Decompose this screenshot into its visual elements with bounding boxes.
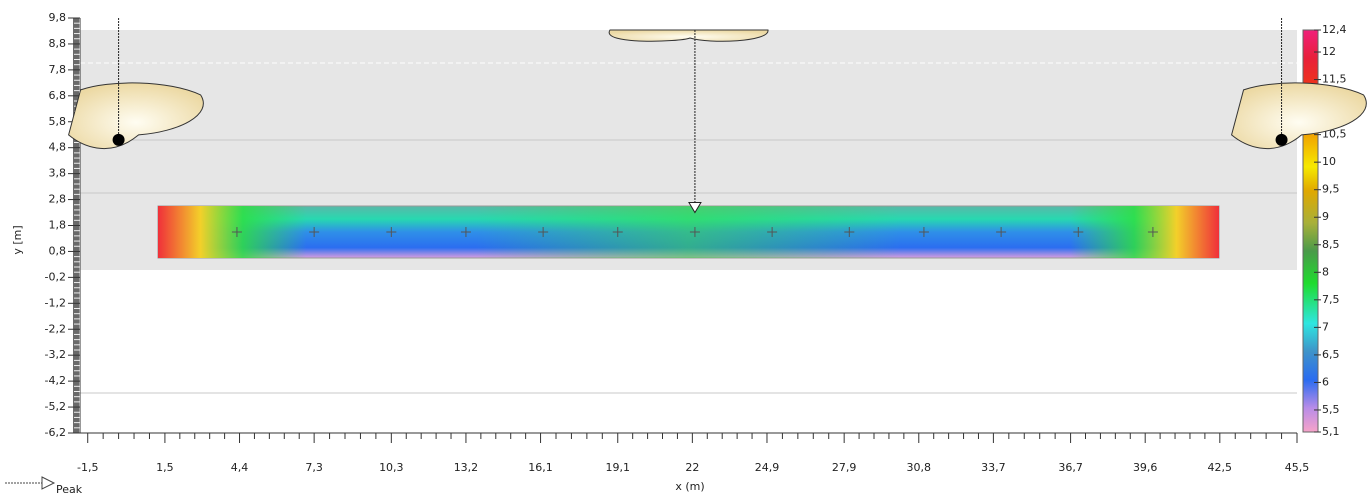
x-tick-label: 27,9 [832, 461, 857, 474]
x-tick-label: 45,5 [1285, 461, 1310, 474]
colorbar-tick-label: 5,1 [1322, 425, 1340, 438]
colorbar-tick-label: 6,5 [1322, 348, 1340, 361]
y-tick-label: 1,8 [49, 219, 67, 232]
y-tick-label: 4,8 [49, 141, 67, 154]
y-tick-label: -1,2 [45, 296, 66, 309]
x-tick-label: 24,9 [755, 461, 780, 474]
y-tick-label: 0,8 [49, 244, 67, 257]
receiver-point [1147, 226, 1158, 237]
receiver-point [1073, 226, 1084, 237]
source [1275, 133, 1288, 146]
y-tick-label: -6,2 [45, 426, 66, 439]
x-tick-label: 39,6 [1133, 461, 1158, 474]
colorbar-tick-label: 11,5 [1322, 73, 1347, 86]
colorbar-tick-label: 5,5 [1322, 403, 1340, 416]
x-tick-label: 42,5 [1208, 461, 1233, 474]
colorbar-tick-label: 8 [1322, 265, 1329, 278]
x-tick-label: 30,8 [907, 461, 932, 474]
source-cloud [1230, 82, 1367, 150]
y-tick-label: -0,2 [45, 270, 66, 283]
receiver-point [309, 226, 320, 237]
y-tick-label: 9,8 [49, 11, 67, 24]
y-tick-label: 8,8 [49, 37, 67, 50]
y-tick-label: -4,2 [45, 374, 66, 387]
field [157, 205, 1220, 259]
y-tick-label: 6,8 [49, 89, 67, 102]
colorbar-tick-label: 7 [1322, 320, 1329, 333]
colorbar-tick-label: 9 [1322, 210, 1329, 223]
x-tick-label: 22 [685, 461, 699, 474]
x-tick-label: 36,7 [1058, 461, 1083, 474]
receiver-point [689, 226, 700, 237]
y-axis-label: y [m] [11, 225, 24, 254]
source-cloud [68, 82, 204, 150]
receiver-point [918, 226, 929, 237]
colorbar-tick-label: 12,4 [1322, 23, 1347, 36]
x-tick-label: 33,7 [981, 461, 1006, 474]
x-tick-label: 7,3 [305, 461, 323, 474]
receiver-point [231, 226, 242, 237]
x-tick-label: 4,4 [231, 461, 249, 474]
x-tick-label: 19,1 [605, 461, 630, 474]
colorbar-tick-label: 12 [1322, 45, 1336, 58]
colorbar-tick-label: 9,5 [1322, 183, 1340, 196]
peak-marker [688, 202, 702, 214]
y-tick-label: -5,2 [45, 400, 66, 413]
receiver-point [386, 226, 397, 237]
x-tick-label: 1,5 [156, 461, 174, 474]
y-tick-label: 3,8 [49, 167, 67, 180]
receiver-point [538, 226, 549, 237]
x-tick-label: -1,5 [77, 461, 98, 474]
cloud [608, 29, 769, 42]
x-axis-label: x (m) [675, 480, 704, 493]
legend: Peak [5, 476, 83, 496]
y-tick-label: 7,8 [49, 63, 67, 76]
x-tick-label: 16,1 [528, 461, 553, 474]
y-tick-label: -3,2 [45, 348, 66, 361]
y-tick-label: 5,8 [49, 115, 67, 128]
y-tick-label: -2,2 [45, 322, 66, 335]
legend-label: Peak [56, 483, 83, 496]
x-tick-label: 10,3 [379, 461, 404, 474]
x-tick-label: 13,2 [454, 461, 479, 474]
receiver-point [460, 226, 471, 237]
colorbar-tick-label: 10 [1322, 155, 1336, 168]
receiver-point [612, 226, 623, 237]
colorbar-tick-label: 8,5 [1322, 238, 1340, 251]
receiver-point [767, 226, 778, 237]
colorbar-tick-label: 6 [1322, 375, 1329, 388]
source [112, 133, 125, 146]
y-tick-label: 2,8 [49, 193, 67, 206]
receiver-point [844, 226, 855, 237]
receiver-point [996, 226, 1007, 237]
colorbar-tick-label: 7,5 [1322, 293, 1340, 306]
